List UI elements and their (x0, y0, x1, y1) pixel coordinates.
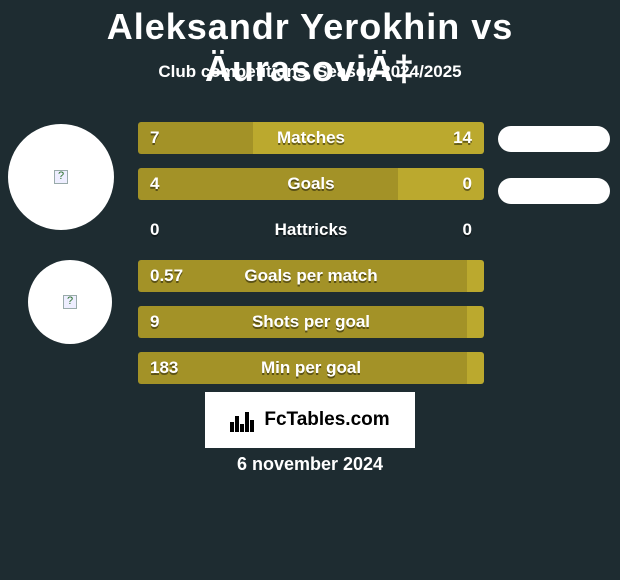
stat-bar-left (138, 168, 398, 200)
stat-row: 183Min per goal (138, 352, 484, 384)
brand-badge: FcTables.com (205, 392, 415, 448)
stat-value-left: 4 (150, 168, 159, 200)
stat-row: 9Shots per goal (138, 306, 484, 338)
stat-bar-left (138, 352, 467, 384)
stat-bars: 714Matches40Goals00Hattricks0.57Goals pe… (138, 122, 484, 398)
stat-label: Hattricks (138, 214, 484, 246)
placeholder-icon (54, 170, 68, 184)
stat-bar-right (467, 352, 484, 384)
stat-row: 714Matches (138, 122, 484, 154)
brand-logo-icon (230, 408, 258, 432)
stat-value-left: 0.57 (150, 260, 183, 292)
stat-value-right: 0 (463, 168, 472, 200)
brand-name: FcTables.com (264, 409, 389, 431)
stat-bar-left (138, 306, 467, 338)
comparison-card: Aleksandr Yerokhin vs ÄurasoviÄ‡ Club co… (0, 0, 620, 580)
stat-bar-right (467, 306, 484, 338)
stat-bar-right (467, 260, 484, 292)
player2-avatar (498, 126, 610, 152)
stat-value-left: 183 (150, 352, 178, 384)
date-text: 6 november 2024 (0, 454, 620, 475)
subtitle: Club competitions, Season 2024/2025 (0, 62, 620, 82)
stat-value-right: 14 (453, 122, 472, 154)
stat-value-left: 0 (150, 214, 159, 246)
stat-row: 0 0Hattricks (138, 214, 484, 246)
stat-bar-left (138, 260, 467, 292)
placeholder-icon (63, 295, 77, 309)
stat-value-left: 7 (150, 122, 159, 154)
player1-club-badge (28, 260, 112, 344)
stat-row: 40Goals (138, 168, 484, 200)
player1-avatar (8, 124, 114, 230)
stat-value-left: 9 (150, 306, 159, 338)
player2-club-badge (498, 178, 610, 204)
stat-row: 0.57Goals per match (138, 260, 484, 292)
stat-bar-right (253, 122, 484, 154)
stat-value-right: 0 (463, 214, 472, 246)
